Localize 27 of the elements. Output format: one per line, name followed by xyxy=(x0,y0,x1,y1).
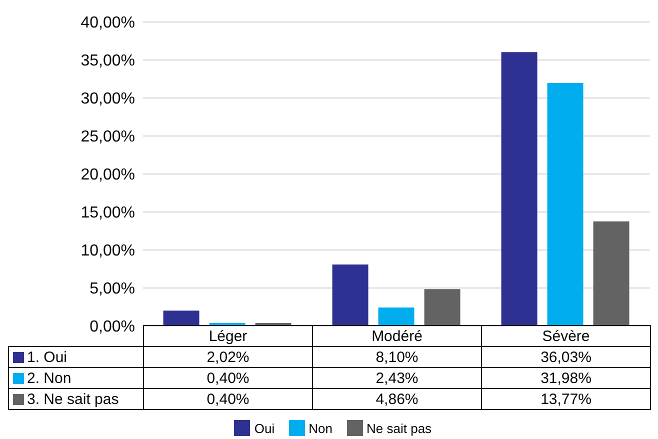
x-tick-label: Léger xyxy=(144,326,312,346)
y-tick-label: 20,00% xyxy=(80,166,135,184)
y-tick-label: 15,00% xyxy=(80,204,135,222)
data-label: 31,98% xyxy=(482,368,650,388)
data-label: 4,86% xyxy=(312,388,482,410)
legend-label: Non xyxy=(308,420,333,436)
y-tick-label: 0,00% xyxy=(90,318,135,336)
data-label: 0,40% xyxy=(144,388,312,410)
data-label: 13,77% xyxy=(482,388,650,410)
legend-label: Oui xyxy=(253,420,275,436)
legend-label: Ne sait pas xyxy=(366,420,432,436)
y-tick-label: 25,00% xyxy=(80,128,135,146)
x-tick-label: Sévère xyxy=(482,326,650,346)
text: 3. Ne sait pas xyxy=(8,388,144,410)
data-label: 2,43% xyxy=(312,368,482,388)
data-label: 36,03% xyxy=(482,346,650,368)
data-label: 0,40% xyxy=(144,368,312,388)
x-tick-label: Modéré xyxy=(312,326,482,346)
y-tick-label: 5,00% xyxy=(90,280,135,298)
text: 2. Non xyxy=(8,368,144,388)
y-tick-label: 35,00% xyxy=(80,52,135,70)
y-tick-label: 10,00% xyxy=(80,242,135,260)
data-label: 2,02% xyxy=(144,346,312,368)
y-tick-label: 40,00% xyxy=(80,14,135,32)
y-tick-label: 30,00% xyxy=(80,90,135,108)
data-label: 8,10% xyxy=(312,346,482,368)
text: 1. Oui xyxy=(8,346,144,368)
